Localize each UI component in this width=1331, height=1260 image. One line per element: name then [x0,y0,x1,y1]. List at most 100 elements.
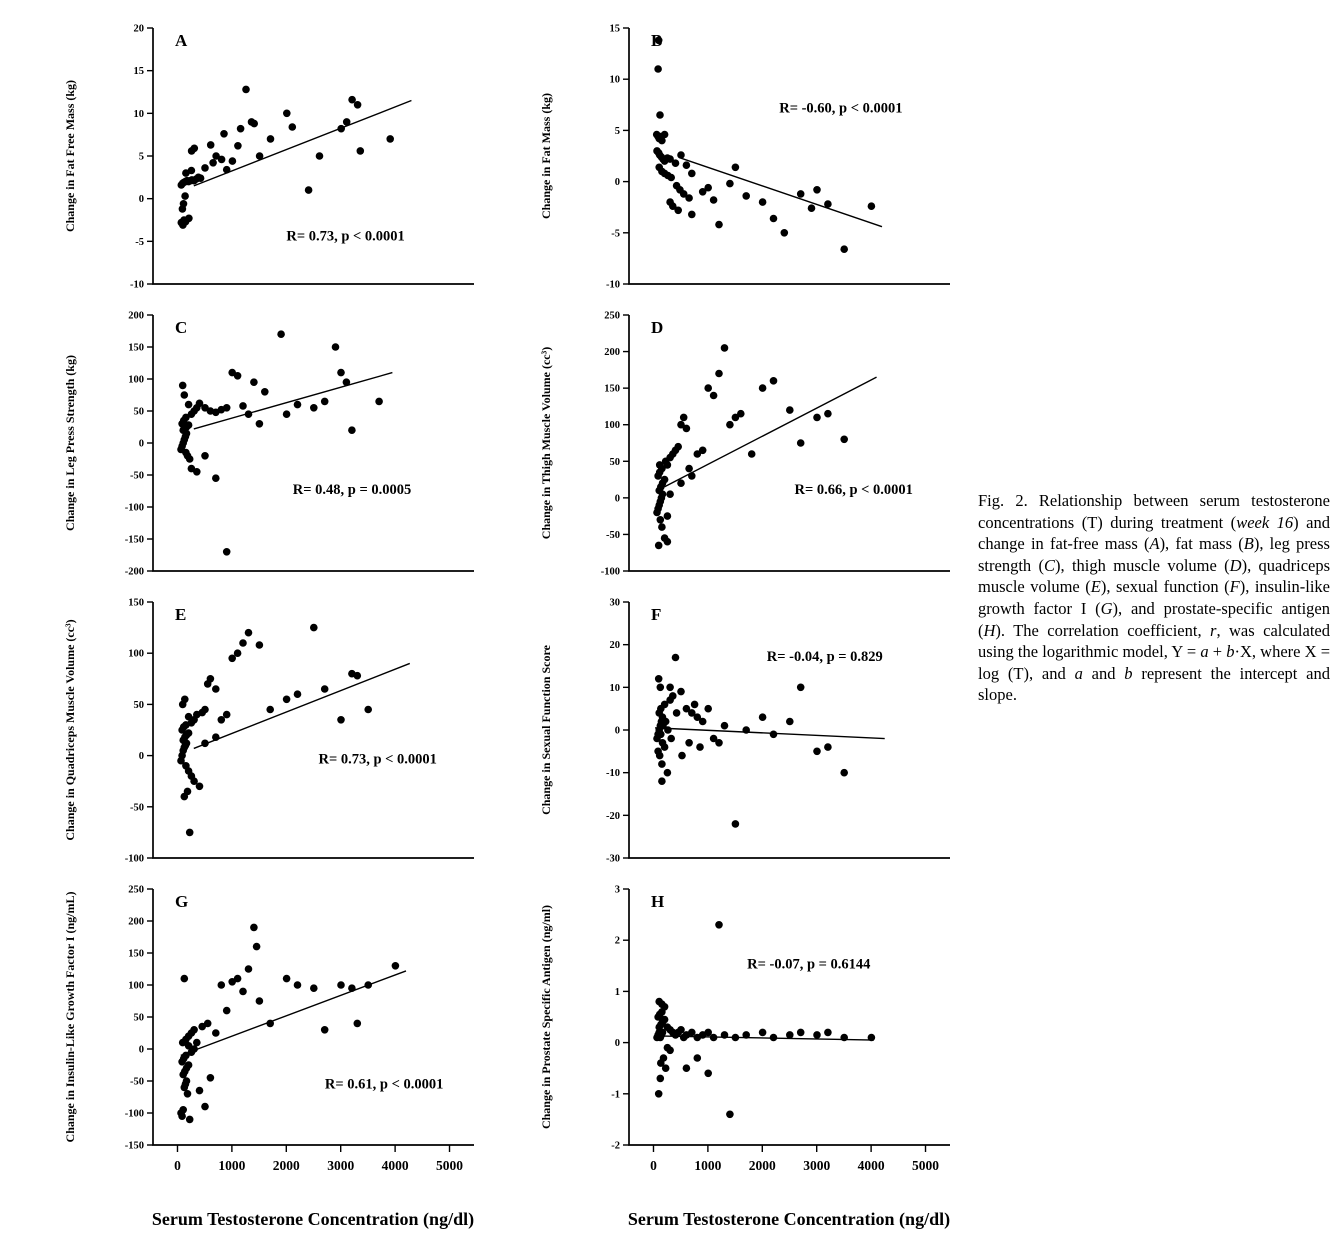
data-point [239,402,247,410]
data-point [178,1038,187,1047]
y-axis-label: Change in Fat Mass (kg) [539,93,553,219]
data-point [671,159,680,167]
data-point [654,541,663,550]
data-point [190,144,199,153]
data-point [222,710,231,719]
data-point [183,1090,192,1098]
data-point [206,1074,215,1082]
data-point [813,747,821,756]
axes [152,889,474,1146]
regression-line [655,727,885,740]
scatter-panel-d: -100 -50 0 50 100 150 200 250 Change in Thigh Mu… [539,311,950,578]
correlation-annotation: R= -0.07, p = 0.6144 [747,956,870,972]
regression-line [193,662,411,750]
x-tick-label: 3000 [803,1158,830,1173]
data-point [337,981,345,989]
data-point [693,450,702,458]
data-point [666,155,674,163]
data-point [193,468,201,476]
data-point [669,692,677,700]
data-point [185,455,194,463]
y-tick-label: 0 [615,493,620,504]
caption-segment: ), thigh muscle volume ( [1055,555,1230,575]
y-tick-label: -100 [125,854,144,865]
data-point [184,729,193,737]
data-points [653,344,848,550]
y-tick-label: -2 [611,1141,620,1152]
data-points [653,653,848,828]
data-point [222,1006,231,1015]
y-tick-label: 50 [134,407,145,418]
data-point [195,782,204,791]
data-point [179,1106,187,1114]
data-point [185,828,194,837]
data-point [666,490,674,498]
scatter-panel-b: -10 -5 0 5 10 15 Change in Fat Mass (kg) R= -0.… [539,24,950,291]
data-point [657,1059,665,1067]
data-point [217,155,226,164]
data-point [682,1064,691,1072]
y-axis-label: Change in Thigh Muscle Volume (cc³) [539,347,553,539]
data-point [786,406,794,414]
data-point [255,152,264,160]
axes [152,315,474,572]
regression-line [193,99,412,187]
y-tick-label: 15 [610,24,621,35]
y-tick-label: 30 [610,598,621,609]
data-point [786,1031,794,1039]
data-point [250,378,258,386]
data-point [206,141,215,149]
data-point [720,721,729,730]
data-point [658,777,666,785]
y-tick-label: 10 [134,109,145,120]
data-point [310,984,318,992]
caption-segment: represent the intercept and slope. [978,663,1330,705]
regression-line [180,970,407,1057]
y-tick-label: 150 [128,343,144,354]
y-tick-label: 10 [610,683,621,694]
caption-italic-segment: week 16 [1236,512,1294,532]
data-point [315,152,324,160]
axes [628,889,950,1146]
y-tick-label: 200 [604,347,620,358]
panel-letter: B [651,31,662,50]
caption-segment: ), leg press strength ( [978,534,1330,575]
scatter-panel-h: -2 -1 0 1 2 3 0 1000 2000 3000 4000 5000 Change in P… [539,885,950,1173]
data-point [840,435,848,444]
x-tick-label: 4000 [858,1158,885,1173]
y-axis-label: Change in Sexual Function Score [539,644,553,814]
data-point [234,142,242,150]
data-point [758,198,767,206]
caption-italic-segment: B [1243,534,1254,554]
caption-segment: ), and prostate-specific antigen ( [978,599,1330,640]
data-point [654,675,663,683]
data-point [337,368,345,377]
caption-segment: ). The correlation coefficient, [995,620,1211,640]
data-point [688,709,696,717]
data-point [780,229,789,237]
caption-italic-segment: F [1229,577,1240,597]
caption-segment: ), sexual function ( [1100,577,1230,597]
data-point [715,369,723,378]
regression-line [656,1035,874,1041]
y-tick-label: -5 [611,228,620,239]
y-tick-label: 2 [615,936,620,947]
data-point [201,452,209,460]
y-tick-label: 50 [134,700,145,711]
data-point [203,1019,212,1028]
data-point [786,717,794,726]
axes [628,602,950,859]
x-axis-title-right: Serum Testosterone Concentration (ng/dl) [627,1209,951,1229]
data-point [666,1046,674,1055]
data-point [178,1112,186,1120]
data-point [709,734,718,743]
data-point [255,641,264,649]
data-point [796,190,805,198]
caption-italic-segment: b [1226,642,1235,662]
data-points [177,923,400,1124]
regression-line [680,157,883,228]
scatter-panel-c: -200 -150 -100 -50 0 50 100 150 200 Change in Leg… [63,311,474,578]
data-point [813,186,821,194]
y-tick-label: 1 [615,987,620,998]
y-axis-label: Change in Quadriceps Muscle Volume (cc³) [63,619,77,840]
